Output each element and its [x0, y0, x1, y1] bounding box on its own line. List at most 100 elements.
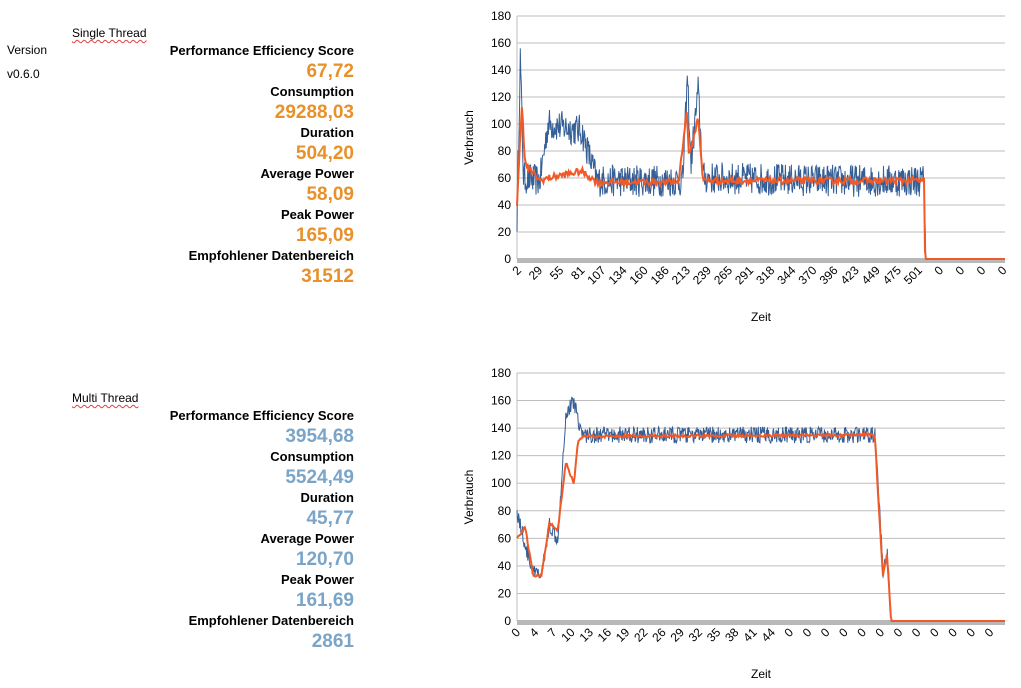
multi-metric-label: Average Power [260, 531, 354, 546]
single-chart-x-tick-label: 318 [753, 263, 777, 287]
multi-chart-x-tick-label: 0 [800, 625, 815, 640]
multi-chart-series-average [516, 431, 1005, 622]
multi-chart-y-tick-label: 40 [498, 559, 512, 573]
multi-chart-y-tick-label: 20 [498, 586, 512, 600]
multi-chart-x-axis [517, 620, 1005, 625]
single-chart-x-tick-label: 2 [509, 263, 524, 278]
multi-chart-y-tick-label: 60 [498, 531, 512, 545]
multi-chart-x-tick-label: 0 [818, 625, 833, 640]
multi-chart-x-tick-label: 22 [631, 625, 651, 645]
single-chart-x-tick-label: 501 [901, 263, 925, 287]
single-chart-x-tick-label: 0 [953, 263, 968, 278]
single-chart-y-tick-label: 80 [498, 144, 512, 158]
multi-metric-value: 161,69 [295, 590, 354, 611]
single-chart-x-tick-label: 265 [711, 263, 735, 287]
single-chart-x-tick-label: 475 [880, 263, 904, 287]
single-chart-y-tick-label: 40 [498, 198, 512, 212]
single-metric-label: Peak Power [281, 207, 354, 222]
single-chart-x-tick-label: 396 [817, 263, 841, 287]
multi-chart-x-tick-label: 19 [613, 625, 633, 645]
multi-chart-y-tick-label: 140 [491, 421, 511, 435]
multi-chart-x-tick-label: 16 [595, 625, 615, 645]
single-chart-x-tick-label: 186 [648, 263, 672, 287]
single-chart-series-average [516, 107, 1005, 260]
single-metric-label: Performance Efficiency Score [169, 43, 354, 58]
multi-chart-x-tick-label: 0 [909, 625, 924, 640]
single-chart-x-tick-label: 291 [732, 263, 756, 287]
single-chart-y-tick-label: 120 [491, 90, 511, 104]
single-metric-value: 31512 [301, 266, 354, 287]
single-chart-y-axis-title: Verbrauch [462, 110, 476, 165]
single-chart-x-axis-title: Zeit [751, 310, 772, 324]
single-chart-x-tick-label: 107 [584, 263, 608, 287]
multi-chart-x-tick-label: 0 [836, 625, 851, 640]
multi-chart-y-tick-label: 100 [491, 476, 511, 490]
multi-chart-series-raw [516, 396, 1005, 622]
single-metric-value: 58,09 [306, 184, 354, 205]
single-metric-value: 504,20 [295, 143, 354, 164]
multi-metric-value: 3954,68 [285, 426, 354, 447]
single-metric-value: 165,09 [295, 225, 354, 246]
single-chart-y-tick-label: 60 [498, 171, 512, 185]
multi-chart-y-tick-label: 0 [504, 614, 511, 628]
single-chart-x-tick-label: 0 [931, 263, 946, 278]
multi-metric-label: Empfohlener Datenbereich [188, 613, 354, 628]
single-chart-x-tick-label: 370 [795, 263, 819, 287]
single-chart-y-tick-label: 180 [491, 9, 511, 23]
single-chart-x-tick-label: 344 [774, 263, 798, 287]
multi-chart-x-tick-label: 44 [759, 625, 779, 645]
single-chart-x-tick-label: 81 [568, 263, 588, 283]
multi-chart-x-tick-label: 0 [945, 625, 960, 640]
multi-chart-y-tick-label: 180 [491, 366, 511, 380]
multi-chart-x-tick-label: 35 [704, 625, 724, 645]
single-chart-x-tick-label: 55 [547, 263, 567, 283]
multi-chart-x-axis-title: Zeit [751, 667, 772, 681]
multi-chart-x-tick-label: 0 [508, 625, 523, 640]
single-chart-x-tick-label: 0 [974, 263, 989, 278]
single-metric-label: Consumption [270, 84, 354, 99]
multi-chart-x-tick-label: 0 [872, 625, 887, 640]
single-metric-label: Empfohlener Datenbereich [188, 248, 354, 263]
single-metric-label: Average Power [260, 166, 354, 181]
multi-chart-y-tick-label: 160 [491, 394, 511, 408]
multi-chart-x-tick-label: 0 [781, 625, 796, 640]
multi-metric-label: Duration [300, 490, 354, 505]
single-metric-value: 67,72 [306, 61, 354, 82]
multi-chart-x-tick-label: 7 [545, 625, 560, 640]
version-value: v0.6.0 [7, 67, 40, 81]
multi-chart-x-tick-label: 41 [740, 625, 760, 645]
multi-chart-x-tick-label: 0 [963, 625, 978, 640]
multi-chart-y-tick-label: 80 [498, 504, 512, 518]
single-chart-x-tick-label: 423 [838, 263, 862, 287]
single-chart-x-tick-label: 0 [995, 263, 1010, 278]
multi-metric-value: 5524,49 [285, 467, 354, 488]
single-chart-y-tick-label: 160 [491, 36, 511, 50]
multi-chart-x-tick-label: 4 [527, 625, 542, 640]
multi-chart-x-tick-label: 13 [577, 625, 597, 645]
single-chart-x-axis [517, 258, 1005, 263]
single-chart-y-tick-label: 0 [504, 252, 511, 266]
multi-thread-heading: Multi Thread [72, 391, 139, 405]
multi-metric-label: Consumption [270, 449, 354, 464]
single-chart-x-tick-label: 213 [669, 263, 693, 287]
multi-metric-label: Performance Efficiency Score [169, 408, 354, 423]
multi-chart-x-tick-label: 26 [649, 625, 669, 645]
multi-chart-x-tick-label: 0 [891, 625, 906, 640]
single-chart-x-tick-label: 160 [627, 263, 651, 287]
single-chart-x-tick-label: 29 [526, 263, 546, 283]
multi-chart-x-tick-label: 0 [854, 625, 869, 640]
single-chart-x-tick-label: 134 [606, 263, 630, 287]
single-chart-x-tick-label: 449 [859, 263, 883, 287]
multi-metric-value: 2861 [311, 631, 354, 652]
single-chart-y-tick-label: 20 [498, 225, 512, 239]
multi-chart-x-tick-label: 38 [722, 625, 742, 645]
single-chart-y-tick-label: 100 [491, 117, 511, 131]
multi-chart-x-tick-label: 10 [558, 625, 578, 645]
multi-chart-x-tick-label: 0 [927, 625, 942, 640]
multi-chart-x-tick-label: 29 [668, 625, 688, 645]
version-label: Version [7, 43, 48, 57]
multi-chart-x-tick-label: 0 [982, 625, 997, 640]
single-metric-value: 29288,03 [274, 102, 354, 123]
